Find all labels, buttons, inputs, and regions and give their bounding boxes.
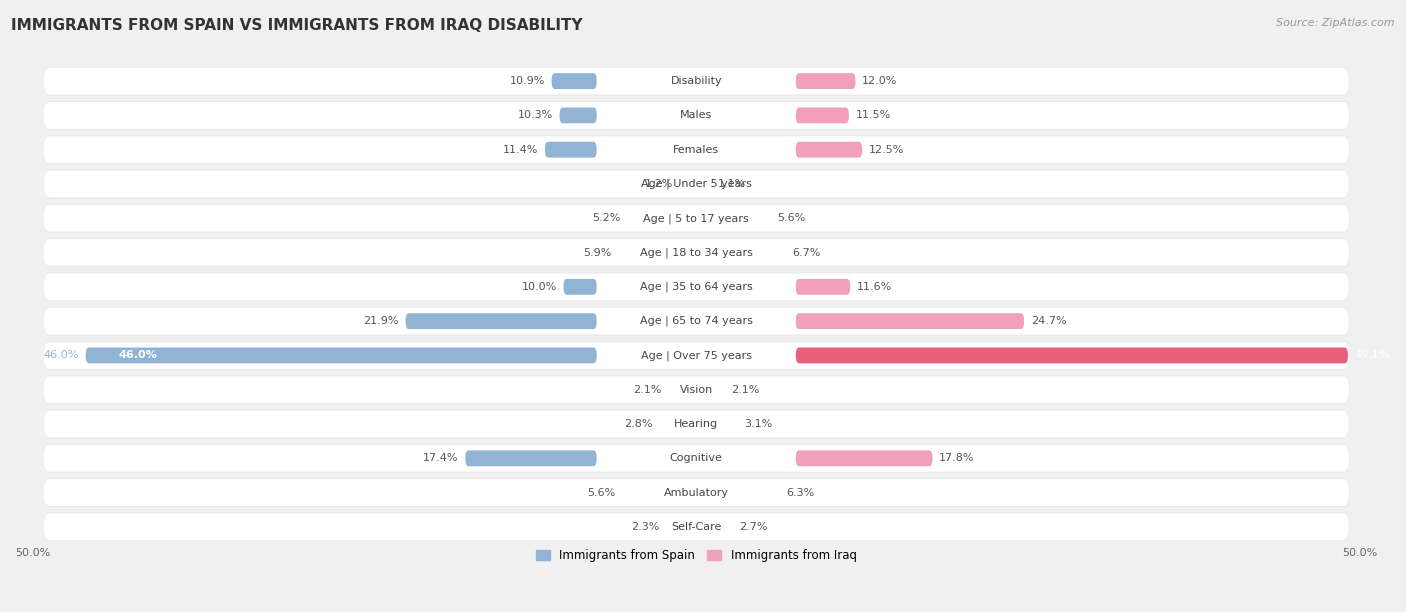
FancyBboxPatch shape xyxy=(44,171,1348,197)
Text: 12.0%: 12.0% xyxy=(862,76,897,86)
FancyBboxPatch shape xyxy=(796,313,1024,329)
FancyBboxPatch shape xyxy=(44,376,1348,403)
FancyBboxPatch shape xyxy=(44,308,1348,335)
FancyBboxPatch shape xyxy=(44,102,1348,129)
Text: 17.4%: 17.4% xyxy=(423,453,458,463)
Text: Disability: Disability xyxy=(671,76,723,86)
Text: 6.7%: 6.7% xyxy=(792,248,820,258)
Legend: Immigrants from Spain, Immigrants from Iraq: Immigrants from Spain, Immigrants from I… xyxy=(531,545,862,567)
FancyBboxPatch shape xyxy=(465,450,596,466)
FancyBboxPatch shape xyxy=(796,73,855,89)
Text: Age | Under 5 years: Age | Under 5 years xyxy=(641,179,752,189)
FancyBboxPatch shape xyxy=(44,307,1350,335)
Text: Age | 5 to 17 years: Age | 5 to 17 years xyxy=(644,213,749,223)
Text: 1.2%: 1.2% xyxy=(645,179,673,189)
Text: 49.1%: 49.1% xyxy=(1354,351,1391,360)
Text: 5.6%: 5.6% xyxy=(588,488,616,498)
Text: 21.9%: 21.9% xyxy=(363,316,399,326)
Text: 11.4%: 11.4% xyxy=(503,144,538,155)
FancyBboxPatch shape xyxy=(796,279,851,295)
FancyBboxPatch shape xyxy=(44,239,1348,266)
FancyBboxPatch shape xyxy=(44,101,1350,130)
Text: Age | Over 75 years: Age | Over 75 years xyxy=(641,350,752,360)
Text: 46.0%: 46.0% xyxy=(120,351,157,360)
FancyBboxPatch shape xyxy=(44,444,1350,472)
Text: 3.1%: 3.1% xyxy=(744,419,772,429)
Text: 2.7%: 2.7% xyxy=(738,522,768,532)
Text: Source: ZipAtlas.com: Source: ZipAtlas.com xyxy=(1277,18,1395,28)
FancyBboxPatch shape xyxy=(44,512,1350,541)
Text: 11.5%: 11.5% xyxy=(855,110,891,121)
FancyBboxPatch shape xyxy=(44,170,1350,198)
FancyBboxPatch shape xyxy=(796,142,862,158)
Text: 2.8%: 2.8% xyxy=(624,419,652,429)
FancyBboxPatch shape xyxy=(44,341,1350,370)
FancyBboxPatch shape xyxy=(796,108,849,123)
FancyBboxPatch shape xyxy=(44,68,1348,94)
Text: IMMIGRANTS FROM SPAIN VS IMMIGRANTS FROM IRAQ DISABILITY: IMMIGRANTS FROM SPAIN VS IMMIGRANTS FROM… xyxy=(11,18,583,34)
FancyBboxPatch shape xyxy=(44,411,1348,438)
FancyBboxPatch shape xyxy=(796,348,1348,364)
FancyBboxPatch shape xyxy=(44,67,1350,95)
Text: 10.0%: 10.0% xyxy=(522,282,557,292)
Text: 24.7%: 24.7% xyxy=(1031,316,1066,326)
FancyBboxPatch shape xyxy=(44,204,1350,233)
FancyBboxPatch shape xyxy=(564,279,596,295)
Text: Hearing: Hearing xyxy=(675,419,718,429)
FancyBboxPatch shape xyxy=(44,409,1350,438)
Text: 12.5%: 12.5% xyxy=(869,144,904,155)
Text: 2.1%: 2.1% xyxy=(731,385,759,395)
FancyBboxPatch shape xyxy=(44,342,1348,369)
Text: 11.6%: 11.6% xyxy=(856,282,891,292)
Text: Cognitive: Cognitive xyxy=(669,453,723,463)
FancyBboxPatch shape xyxy=(44,135,1350,164)
FancyBboxPatch shape xyxy=(44,272,1350,301)
Text: Age | 65 to 74 years: Age | 65 to 74 years xyxy=(640,316,752,326)
Text: 17.8%: 17.8% xyxy=(939,453,974,463)
Text: 2.3%: 2.3% xyxy=(631,522,659,532)
Text: 5.6%: 5.6% xyxy=(778,213,806,223)
Text: Ambulatory: Ambulatory xyxy=(664,488,728,498)
Text: 10.9%: 10.9% xyxy=(509,76,546,86)
FancyBboxPatch shape xyxy=(44,375,1350,404)
FancyBboxPatch shape xyxy=(796,450,932,466)
FancyBboxPatch shape xyxy=(44,274,1348,300)
FancyBboxPatch shape xyxy=(44,205,1348,231)
Text: 1.1%: 1.1% xyxy=(717,179,745,189)
FancyBboxPatch shape xyxy=(44,513,1348,540)
FancyBboxPatch shape xyxy=(44,136,1348,163)
FancyBboxPatch shape xyxy=(44,445,1348,472)
FancyBboxPatch shape xyxy=(560,108,596,123)
FancyBboxPatch shape xyxy=(44,238,1350,267)
Text: 46.0%: 46.0% xyxy=(44,351,79,360)
Text: Age | 18 to 34 years: Age | 18 to 34 years xyxy=(640,247,752,258)
FancyBboxPatch shape xyxy=(405,313,596,329)
Text: Females: Females xyxy=(673,144,720,155)
FancyBboxPatch shape xyxy=(44,479,1348,506)
Text: 10.3%: 10.3% xyxy=(517,110,553,121)
FancyBboxPatch shape xyxy=(44,478,1350,507)
Text: 5.2%: 5.2% xyxy=(592,213,620,223)
Text: 5.9%: 5.9% xyxy=(583,248,612,258)
Text: 6.3%: 6.3% xyxy=(786,488,814,498)
Text: Vision: Vision xyxy=(679,385,713,395)
Text: Age | 35 to 64 years: Age | 35 to 64 years xyxy=(640,282,752,292)
FancyBboxPatch shape xyxy=(546,142,596,158)
FancyBboxPatch shape xyxy=(86,348,596,364)
Text: 2.1%: 2.1% xyxy=(633,385,662,395)
Text: Males: Males xyxy=(681,110,713,121)
Text: Self-Care: Self-Care xyxy=(671,522,721,532)
FancyBboxPatch shape xyxy=(551,73,596,89)
